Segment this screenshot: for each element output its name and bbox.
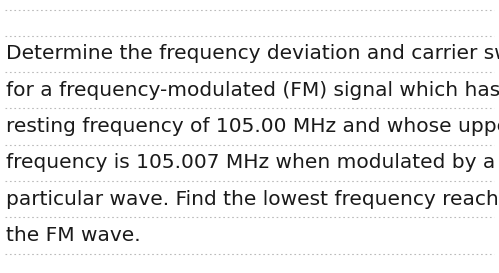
Text: Determine the frequency deviation and carrier swing: Determine the frequency deviation and ca… [6, 44, 499, 63]
Text: frequency is 105.007 MHz when modulated by a: frequency is 105.007 MHz when modulated … [6, 153, 496, 172]
Text: resting frequency of 105.00 MHz and whose upper: resting frequency of 105.00 MHz and whos… [6, 117, 499, 136]
Text: for a frequency-modulated (FM) signal which has a: for a frequency-modulated (FM) signal wh… [6, 81, 499, 100]
Text: the FM wave.: the FM wave. [6, 226, 141, 245]
Text: particular wave. Find the lowest frequency reached by: particular wave. Find the lowest frequen… [6, 189, 499, 209]
